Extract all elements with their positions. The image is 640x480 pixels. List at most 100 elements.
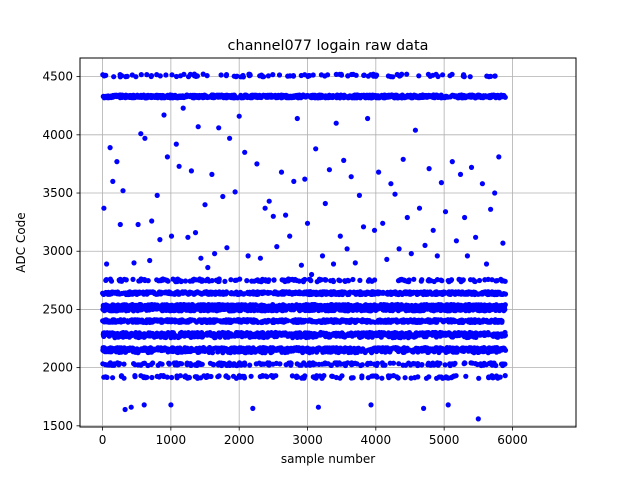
data-point <box>278 307 284 313</box>
data-point <box>164 289 170 296</box>
data-point <box>240 95 246 101</box>
data-point <box>422 318 428 324</box>
data-point <box>210 289 216 295</box>
data-point <box>207 305 213 312</box>
data-point <box>343 94 349 100</box>
data-point <box>148 289 154 295</box>
data-point <box>337 333 343 339</box>
data-point <box>487 94 493 101</box>
data-point <box>372 277 378 283</box>
data-point <box>474 348 480 354</box>
data-point <box>153 92 159 98</box>
data-point <box>123 277 129 283</box>
data-point <box>297 92 303 98</box>
data-point <box>494 291 500 297</box>
data-point <box>101 308 107 314</box>
data-point <box>124 93 130 99</box>
data-point <box>285 333 291 339</box>
data-point <box>126 289 132 296</box>
data-point <box>242 333 248 339</box>
data-point <box>222 332 228 338</box>
data-point <box>474 306 480 312</box>
data-point <box>233 277 240 283</box>
data-point <box>168 290 174 296</box>
data-point <box>142 347 148 353</box>
data-point <box>130 276 136 282</box>
data-point <box>108 290 114 296</box>
data-point <box>228 347 234 353</box>
data-point <box>313 94 319 100</box>
data-point <box>172 332 178 338</box>
data-point <box>346 94 352 100</box>
data-point <box>138 319 144 325</box>
data-point <box>481 348 487 355</box>
data-point <box>494 93 500 99</box>
data-point <box>378 305 384 311</box>
data-point <box>450 289 456 295</box>
data-point <box>451 317 457 323</box>
data-point <box>353 93 359 100</box>
data-point <box>459 289 466 295</box>
data-point <box>417 319 423 325</box>
data-point <box>485 319 491 325</box>
data-point <box>405 332 412 338</box>
data-point <box>148 305 154 311</box>
data-point <box>179 94 185 100</box>
data-point <box>107 94 113 100</box>
data-point <box>268 349 274 356</box>
data-point <box>112 290 118 296</box>
data-point <box>210 333 216 339</box>
data-point <box>222 278 228 284</box>
data-point <box>165 349 171 355</box>
data-point <box>313 334 319 340</box>
data-point <box>398 306 404 312</box>
data-point <box>420 94 426 100</box>
data-point <box>320 347 326 354</box>
data-point <box>209 350 216 356</box>
data-point <box>233 289 240 295</box>
data-point <box>254 277 260 283</box>
data-point <box>149 348 155 354</box>
data-point <box>252 92 258 98</box>
data-point <box>380 95 386 101</box>
data-point <box>146 94 152 100</box>
data-point <box>184 94 190 100</box>
data-point <box>443 332 449 338</box>
data-point <box>175 94 181 101</box>
data-point <box>482 93 488 99</box>
data-point <box>203 93 209 99</box>
data-point <box>385 319 391 325</box>
data-point <box>221 291 227 297</box>
data-point <box>255 348 261 354</box>
data-point <box>411 334 417 340</box>
data-point <box>279 319 285 325</box>
data-point <box>399 94 406 100</box>
data-point <box>318 305 324 311</box>
data-point <box>160 93 166 99</box>
data-points <box>100 71 509 422</box>
data-point <box>176 333 182 339</box>
data-point <box>375 291 381 297</box>
data-point <box>359 290 365 297</box>
data-point <box>462 333 468 339</box>
data-point <box>133 348 139 354</box>
data-point <box>325 317 331 323</box>
data-point <box>279 291 285 297</box>
data-point <box>414 307 420 314</box>
data-point <box>467 333 473 339</box>
data-point <box>414 347 420 353</box>
data-point <box>470 277 476 283</box>
data-point <box>502 347 509 353</box>
data-point <box>100 318 106 324</box>
data-point <box>309 349 315 355</box>
data-point <box>222 93 228 99</box>
data-point <box>394 319 400 325</box>
data-point <box>500 92 507 99</box>
data-point <box>345 347 352 353</box>
data-point <box>290 335 296 341</box>
data-point <box>152 332 158 338</box>
data-point <box>126 305 132 311</box>
data-point <box>250 334 256 340</box>
data-point <box>169 93 175 99</box>
data-point <box>149 319 155 325</box>
